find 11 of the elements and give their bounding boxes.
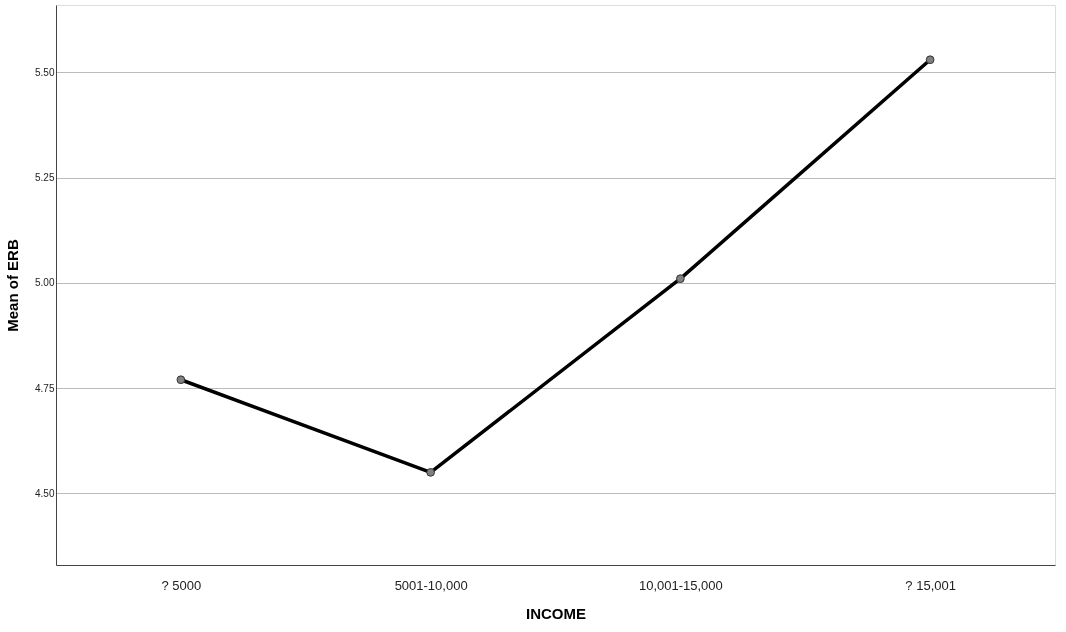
y-tick-label: 5.25 (35, 172, 55, 184)
y-tick-label: 4.75 (35, 382, 55, 394)
y-tick-label: 4.50 (35, 487, 55, 499)
x-tick-label: ? 5000 (161, 577, 202, 593)
x-axis-title: INCOME (526, 604, 586, 622)
x-tick-label: 10,001-15,000 (638, 577, 723, 593)
x-tick-label: ? 15,001 (905, 577, 956, 593)
y-tick-label: 5.00 (35, 277, 55, 289)
y-axis-title: Mean of ERB (4, 239, 22, 332)
y-tick-label: 5.50 (35, 66, 55, 78)
x-tick-label: 5001-10,000 (394, 577, 468, 593)
